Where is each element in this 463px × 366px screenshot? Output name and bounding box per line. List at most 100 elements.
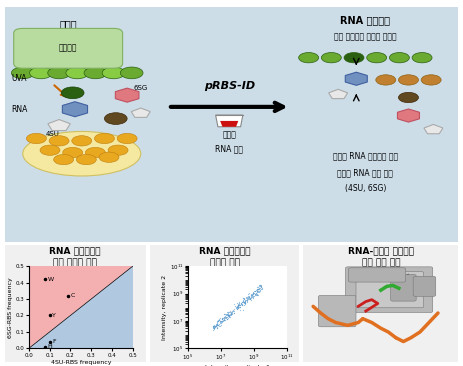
Point	[210, 324, 218, 329]
Point	[253, 291, 260, 297]
Point	[232, 304, 240, 310]
Point	[245, 296, 252, 302]
Point	[250, 291, 257, 296]
Point	[251, 291, 258, 297]
Point	[225, 313, 233, 319]
Point	[244, 295, 251, 301]
Point	[221, 311, 228, 317]
Point	[233, 305, 241, 310]
Point	[248, 297, 255, 303]
Point	[232, 306, 239, 311]
Point	[217, 318, 224, 324]
Point	[211, 322, 218, 328]
Point	[223, 315, 230, 321]
FancyBboxPatch shape	[391, 274, 416, 301]
Point	[239, 295, 247, 301]
Point	[220, 314, 227, 320]
Point	[256, 283, 263, 289]
Point	[245, 293, 252, 299]
Point	[240, 296, 248, 302]
Point	[241, 298, 249, 304]
Polygon shape	[216, 115, 243, 127]
Circle shape	[30, 67, 52, 79]
Point	[253, 288, 260, 294]
Point	[244, 294, 252, 299]
Text: 다양한 RNA 염기 종류: 다양한 RNA 염기 종류	[338, 168, 393, 177]
Point	[246, 295, 254, 301]
Point	[244, 293, 251, 299]
Point	[226, 308, 234, 314]
Point	[255, 286, 262, 292]
Point	[250, 290, 257, 296]
Point	[234, 301, 242, 307]
FancyBboxPatch shape	[319, 295, 356, 327]
Point	[253, 288, 261, 294]
Circle shape	[99, 152, 119, 163]
Point	[216, 317, 223, 323]
Point	[233, 303, 241, 309]
Circle shape	[76, 154, 96, 165]
Point	[230, 308, 237, 314]
Point	[256, 287, 263, 293]
Point	[211, 325, 218, 331]
Point	[247, 293, 255, 299]
Point	[209, 324, 216, 329]
Point	[220, 315, 227, 321]
Point	[223, 311, 230, 317]
Point	[249, 295, 257, 300]
Text: 아미노산: 아미노산	[59, 44, 77, 53]
Point	[219, 316, 226, 322]
FancyBboxPatch shape	[345, 267, 433, 313]
FancyBboxPatch shape	[0, 3, 463, 246]
Point	[256, 285, 263, 291]
Point	[244, 295, 251, 301]
Point	[258, 284, 265, 290]
Point	[230, 306, 238, 312]
Circle shape	[108, 145, 128, 155]
Point	[213, 322, 220, 328]
Point	[249, 295, 257, 300]
Text: pRBS-ID: pRBS-ID	[204, 81, 255, 91]
Point	[253, 288, 261, 294]
Point	[217, 319, 225, 325]
Point	[213, 324, 220, 329]
Circle shape	[105, 113, 127, 124]
Point	[214, 322, 222, 328]
Point	[254, 289, 261, 295]
Point	[226, 312, 234, 318]
Point	[209, 323, 217, 329]
Point	[238, 300, 245, 306]
Text: RNA 결합자리의: RNA 결합자리의	[199, 246, 250, 255]
Point	[243, 296, 250, 302]
Point	[220, 315, 227, 321]
Point	[253, 288, 261, 294]
Point	[223, 309, 231, 315]
Circle shape	[61, 87, 84, 99]
Point	[253, 292, 261, 298]
Point	[253, 292, 261, 298]
Text: RNA 결합자리: RNA 결합자리	[340, 15, 390, 25]
Point	[249, 291, 256, 296]
Point	[224, 313, 231, 319]
Point	[249, 291, 257, 297]
Point	[213, 322, 221, 328]
Point	[236, 302, 244, 308]
Point	[229, 307, 237, 313]
Point	[232, 303, 239, 309]
Point	[215, 318, 222, 324]
Point	[235, 302, 242, 308]
Point	[228, 308, 235, 314]
Point	[250, 288, 258, 294]
Point	[209, 324, 216, 330]
Point	[223, 316, 231, 322]
Circle shape	[376, 75, 396, 85]
Point	[251, 291, 259, 297]
Text: 광활성 RNA 교차결합 조각: 광활성 RNA 교차결합 조각	[333, 152, 398, 161]
Point	[227, 310, 234, 316]
Point	[212, 324, 219, 330]
Point	[211, 326, 218, 332]
Point	[217, 320, 225, 326]
Point	[225, 315, 232, 321]
Point	[209, 327, 217, 333]
Point	[223, 311, 230, 317]
